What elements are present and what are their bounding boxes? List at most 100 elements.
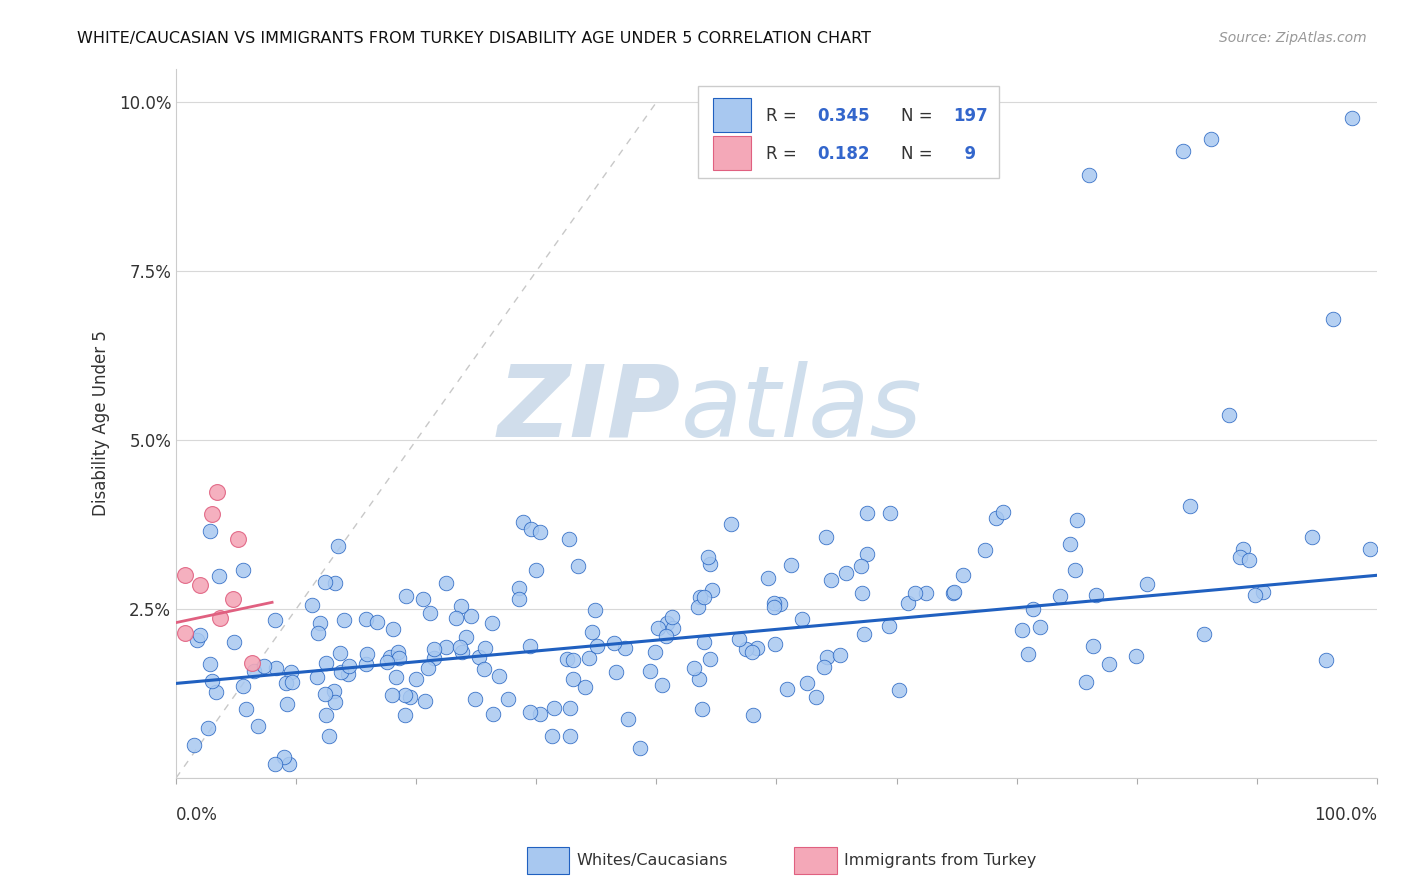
Point: [278, 757, 301, 772]
Text: Source: ZipAtlas.com: Source: ZipAtlas.com: [1219, 31, 1367, 45]
Point: [205, 685, 228, 699]
Point: [655, 628, 678, 642]
Point: [337, 659, 360, 673]
Point: [835, 566, 858, 580]
Point: [853, 627, 876, 641]
Point: [395, 589, 418, 603]
Point: [434, 640, 457, 654]
Point: [558, 729, 581, 743]
Point: [558, 701, 581, 715]
Point: [1340, 111, 1362, 125]
Point: [378, 650, 401, 665]
Point: [1218, 408, 1240, 422]
Point: [186, 633, 208, 648]
Point: [366, 615, 388, 630]
Point: [314, 574, 336, 589]
Point: [454, 631, 477, 645]
Point: [253, 658, 276, 673]
Point: [188, 628, 211, 642]
Point: [472, 662, 495, 676]
Point: [1017, 647, 1039, 661]
Point: [280, 665, 302, 679]
Point: [1237, 553, 1260, 567]
Point: [1029, 620, 1052, 634]
Point: [1083, 639, 1105, 653]
Point: [201, 507, 224, 521]
Point: [226, 532, 249, 546]
Point: [617, 713, 640, 727]
Point: [201, 673, 224, 688]
Point: [605, 665, 627, 679]
Point: [246, 719, 269, 733]
Text: N =: N =: [901, 145, 938, 162]
Point: [682, 661, 704, 675]
Point: [558, 533, 581, 547]
Point: [412, 592, 434, 607]
Point: [700, 582, 723, 597]
Point: [662, 621, 685, 635]
Point: [796, 675, 818, 690]
Point: [1199, 132, 1222, 146]
Point: [354, 657, 377, 672]
Point: [1315, 653, 1337, 667]
Point: [1180, 499, 1202, 513]
Point: [942, 585, 965, 599]
Point: [763, 600, 786, 615]
Point: [647, 621, 669, 635]
Point: [419, 606, 441, 620]
Point: [450, 640, 472, 654]
Bar: [713, 136, 751, 170]
Point: [769, 597, 792, 611]
Point: [728, 632, 751, 646]
Point: [1059, 537, 1081, 551]
Point: [780, 558, 803, 572]
Point: [699, 652, 721, 666]
Point: [276, 697, 298, 711]
Point: [307, 626, 329, 640]
Point: [512, 516, 534, 530]
Point: [555, 651, 578, 665]
Point: [991, 505, 1014, 519]
Point: [541, 729, 564, 743]
Point: [468, 650, 491, 665]
Point: [586, 639, 609, 653]
Point: [1229, 549, 1251, 564]
Point: [198, 524, 221, 538]
Point: [741, 645, 763, 659]
Point: [423, 651, 446, 665]
Point: [1049, 589, 1071, 603]
Point: [222, 592, 245, 607]
Point: [235, 702, 257, 716]
Text: 9: 9: [953, 145, 976, 162]
Point: [323, 576, 346, 591]
Point: [446, 611, 468, 625]
Point: [384, 670, 406, 684]
Point: [388, 650, 411, 665]
Point: [973, 542, 995, 557]
Point: [1074, 675, 1097, 690]
Point: [1098, 657, 1121, 671]
Point: [820, 573, 842, 587]
Point: [381, 689, 404, 703]
Point: [264, 660, 287, 674]
Point: [583, 603, 606, 617]
Text: Immigrants from Turkey: Immigrants from Turkey: [844, 854, 1036, 868]
Point: [614, 640, 637, 655]
Point: [581, 625, 603, 640]
Point: [745, 641, 768, 656]
Text: 100.0%: 100.0%: [1315, 806, 1376, 824]
Point: [697, 550, 720, 565]
Point: [915, 586, 938, 600]
Point: [174, 626, 197, 640]
Point: [354, 611, 377, 625]
Point: [644, 645, 666, 659]
Point: [325, 695, 347, 709]
Point: [813, 659, 835, 673]
Point: [742, 707, 765, 722]
Point: [904, 586, 927, 600]
Point: [488, 669, 510, 683]
Point: [879, 507, 901, 521]
Point: [1322, 312, 1344, 326]
Point: [309, 615, 332, 630]
Point: [450, 645, 472, 659]
